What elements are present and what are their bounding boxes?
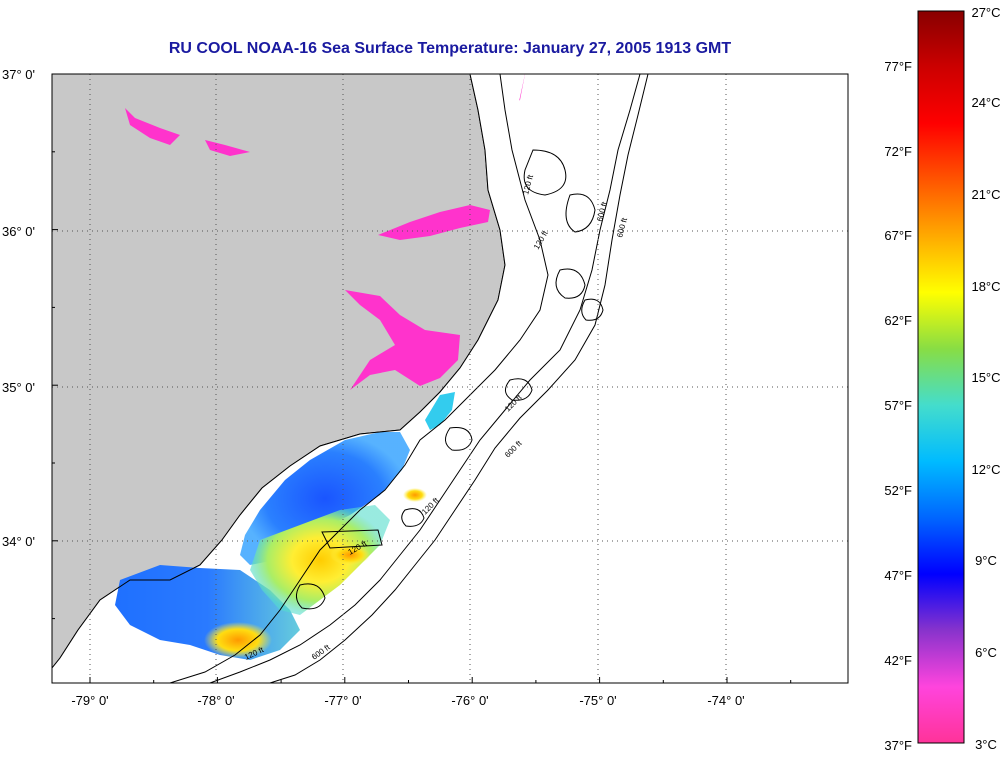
contour-loop	[555, 268, 586, 299]
fahrenheit-label: 57°F	[884, 398, 912, 413]
celsius-label: 18°C	[971, 279, 1000, 294]
sst-warm-core	[250, 505, 390, 615]
contour-loop	[296, 583, 326, 610]
contour-loop	[321, 529, 383, 549]
lon-label: -78° 0'	[197, 693, 234, 708]
contour-loop	[523, 149, 567, 196]
fahrenheit-label: 77°F	[884, 59, 912, 74]
celsius-label: 24°C	[971, 95, 1000, 110]
contour-loop	[401, 508, 425, 527]
fahrenheit-label: 37°F	[884, 738, 912, 753]
coastline	[52, 74, 506, 669]
lat-label: 36° 0'	[2, 224, 35, 239]
celsius-label: 6°C	[975, 645, 997, 660]
map-frame	[51, 73, 849, 684]
lon-axis: -79° 0' -78° 0' -77° 0' -76° 0' -75° 0' …	[71, 693, 744, 708]
fahrenheit-label: 52°F	[884, 483, 912, 498]
lat-label: 35° 0'	[2, 380, 35, 395]
fahrenheit-label: 42°F	[884, 653, 912, 668]
isobath-contours	[169, 74, 649, 683]
contour-600ft	[269, 74, 649, 683]
celsius-label: 12°C	[971, 462, 1000, 477]
sst-warm-spot	[403, 488, 427, 502]
celsius-label: 9°C	[975, 553, 997, 568]
colorbar-fahrenheit-labels: 77°F 72°F 67°F 62°F 57°F 52°F 47°F 42°F …	[884, 59, 912, 753]
axis-ticks	[52, 73, 792, 683]
fahrenheit-label: 72°F	[884, 144, 912, 159]
contour-loop	[505, 378, 533, 401]
contour-loop	[445, 427, 473, 451]
celsius-label: 15°C	[971, 370, 1000, 385]
celsius-label: 3°C	[975, 737, 997, 752]
lon-label: -79° 0'	[71, 693, 108, 708]
sst-warm-spot	[204, 622, 272, 658]
colorbar-celsius-labels: 27°C 24°C 21°C 18°C 15°C 12°C 9°C 6°C 3°…	[971, 5, 1000, 752]
fahrenheit-label: 47°F	[884, 568, 912, 583]
contour-loop	[581, 298, 604, 321]
sst-cool-patch	[425, 392, 455, 430]
coastal-white-strip	[52, 74, 530, 683]
contour-120ft	[169, 74, 549, 683]
lat-axis: 37° 0' 36° 0' 35° 0' 34° 0'	[2, 67, 35, 549]
temperature-colorbar	[917, 10, 965, 744]
lat-label: 34° 0'	[2, 534, 35, 549]
celsius-label: 21°C	[971, 187, 1000, 202]
sst-warm-spot	[330, 545, 370, 565]
lon-label: -74° 0'	[707, 693, 744, 708]
lon-label: -76° 0'	[451, 693, 488, 708]
celsius-label: 27°C	[971, 5, 1000, 20]
fahrenheit-label: 62°F	[884, 313, 912, 328]
lon-label: -75° 0'	[579, 693, 616, 708]
contour-loop	[565, 193, 596, 233]
map-title: RU COOL NOAA-16 Sea Surface Temperature:…	[168, 40, 732, 57]
lon-label: -77° 0'	[324, 693, 361, 708]
lat-label: 37° 0'	[2, 67, 35, 82]
fahrenheit-label: 67°F	[884, 228, 912, 243]
